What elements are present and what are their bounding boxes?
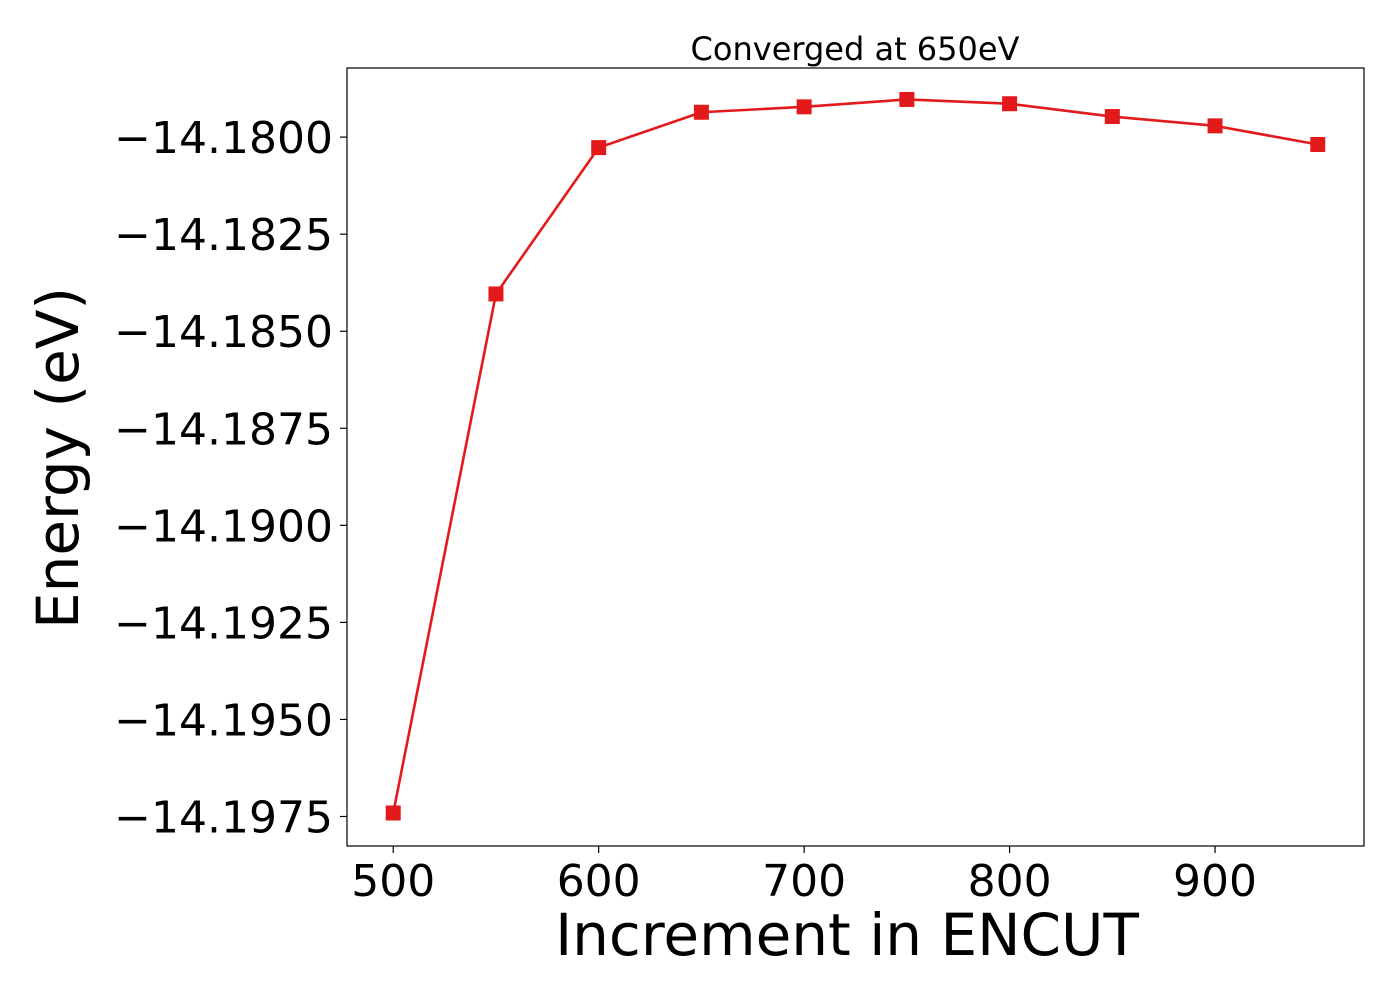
energy-data-point (1310, 136, 1326, 152)
energy-data-point (1207, 118, 1223, 134)
y-axis-label: Energy (eV) (24, 287, 92, 629)
y-tick-label: −14.1875 (114, 404, 333, 455)
y-tick-label: −14.1825 (114, 210, 333, 261)
y-tick-label: −14.1850 (114, 307, 333, 358)
plot-frame (346, 67, 1365, 847)
y-tick-label: −14.1900 (114, 501, 333, 552)
y-tick-label: −14.1975 (114, 792, 333, 843)
y-axis-ticks: −14.1800 −14.1825 −14.1850 −14.1875 −14.1900… (114, 113, 347, 843)
y-tick-label: −14.1950 (114, 695, 333, 746)
energy-data-point (385, 805, 401, 821)
energy-series-line (391, 98, 1319, 814)
x-tick-label: 700 (762, 856, 846, 907)
energy-data-point (488, 286, 504, 302)
plot-series (385, 91, 1326, 821)
energy-data-point (1104, 109, 1120, 125)
energy-data-point (899, 91, 915, 107)
chart-title: Converged at 650eV (691, 30, 1020, 68)
energy-data-point (591, 140, 607, 156)
x-tick-label: 500 (351, 856, 435, 907)
energy-data-point (1002, 96, 1018, 112)
energy-data-point (796, 99, 812, 115)
y-tick-label: −14.1800 (114, 113, 333, 164)
x-axis-ticks: 500 600 700 800 900 (351, 846, 1257, 907)
x-tick-label: 900 (1173, 856, 1257, 907)
x-axis-label: Increment in ENCUT (555, 901, 1139, 969)
energy-data-point (693, 104, 709, 120)
x-tick-label: 800 (968, 856, 1052, 907)
x-tick-label: 600 (557, 856, 641, 907)
y-tick-label: −14.1925 (114, 598, 333, 649)
